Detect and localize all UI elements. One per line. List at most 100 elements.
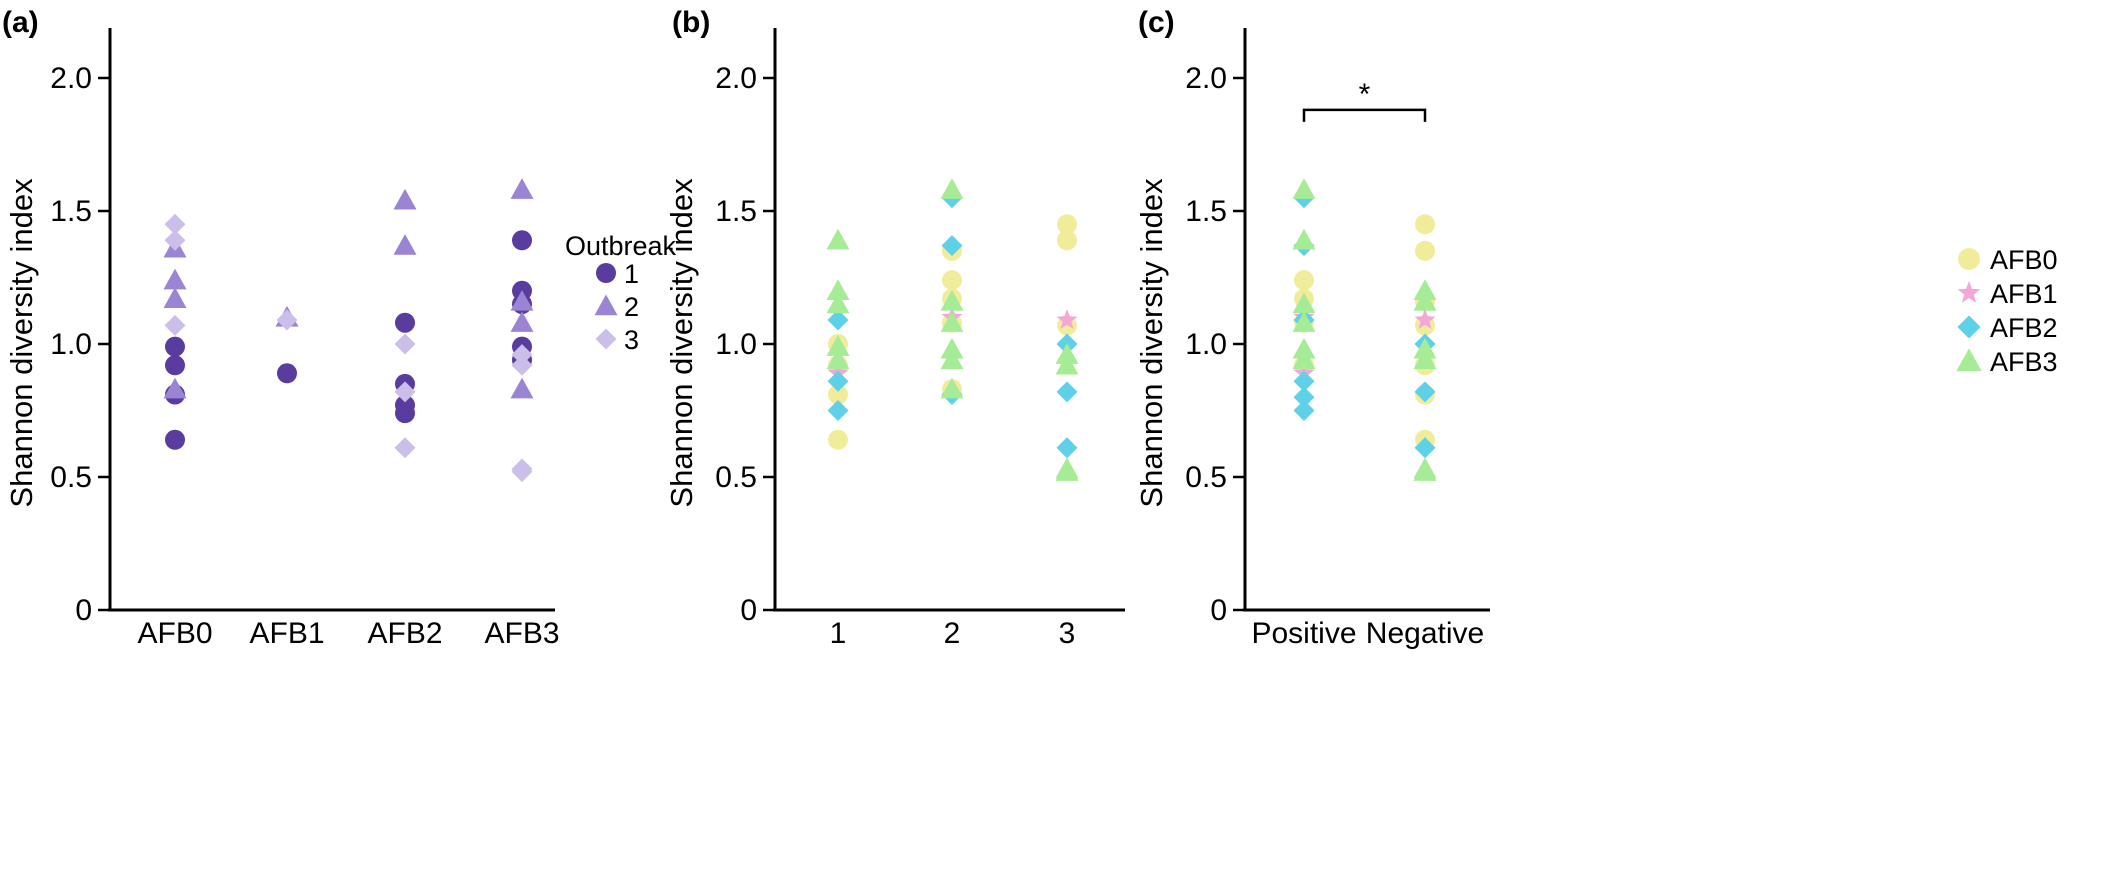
panel-a-x-labels: AFB0 AFB1 AFB2 AFB3 [137, 617, 559, 650]
panel-b-point-afb3-2-8 [940, 337, 964, 359]
panel-b-ytick-label-1-5: 1.5 [715, 195, 757, 228]
panel-c-ylabel: Shannon diversity index [1134, 178, 1169, 508]
panel-a-point-3-afb2-6 [394, 437, 416, 459]
panel-c-point-afb0-positive-0 [1294, 270, 1314, 291]
legend-a-label-3: 3 [624, 325, 639, 355]
legend-a-label-1: 1 [624, 259, 639, 289]
panel-a-points [163, 178, 534, 483]
panel-a-xlabel-afb0: AFB0 [137, 617, 212, 650]
panel-b-point-afb0-2-5 [942, 270, 962, 291]
panel-b-point-afb2-3-8 [1056, 437, 1078, 459]
panel-c-significance: * [1302, 78, 1427, 122]
panel-c-point-afb3-positive-4 [1292, 337, 1316, 359]
panel-a-point-2-afb0-3 [163, 377, 187, 399]
panel-b-points [826, 178, 1079, 481]
panel-a-point-3-afb1-3 [276, 309, 298, 331]
panel-c-point-afb3-positive-3 [1292, 311, 1316, 332]
panel-b-ytick-label-0-5: 0.5 [715, 461, 757, 494]
panel-a-xlabel-afb3: AFB3 [484, 617, 559, 650]
panel-b-ylabel: Shannon diversity index [664, 178, 699, 508]
legend-a-title: Outbreak [565, 231, 677, 261]
panel-a-xlabel-afb2: AFB2 [367, 617, 442, 650]
panel-a-point-3-afb0-1 [164, 229, 186, 251]
panel-b-x-labels: 1 2 3 [830, 617, 1076, 650]
panel-b-point-afb3-1-3 [826, 335, 850, 356]
panel-b-point-afb3-2-6 [940, 289, 964, 311]
panel-a-point-2-afb2-6 [393, 234, 417, 255]
panel-c-point-afb3-negative-8 [1413, 337, 1437, 359]
panel-a-point-3-afb3-8 [511, 354, 533, 376]
panel-a-point-1-afb0-1 [165, 355, 185, 376]
panel-a-point-3-afb0-2 [164, 314, 186, 336]
panel-a-point-1-afb3-9 [512, 230, 532, 251]
panel-b-point-afb2-1-2 [827, 400, 849, 421]
panel-c-point-afb3-negative-11 [1413, 460, 1437, 481]
panel-b-ytick-label-1-0: 1.0 [715, 328, 757, 361]
panel-c-point-afb3-positive-0 [1292, 178, 1316, 199]
panel-c-point-afb2-positive-4 [1293, 386, 1315, 408]
panel-c-y-ticks: 0 0.5 1.0 1.5 2.0 [1185, 62, 1245, 627]
panel-c-point-afb3-negative-7 [1413, 289, 1437, 311]
panel-a-point-3-afb3-10 [511, 461, 533, 483]
panel-a-point-1-afb1-4 [277, 363, 297, 384]
panel-b-point-afb3-1-0 [826, 228, 850, 250]
panel-b-xlabel-2: 2 [944, 617, 961, 650]
panel-b-point-afb3-2-5 [940, 178, 964, 199]
panel-c-xlabel-negative: Negative [1366, 617, 1484, 650]
panel-b-point-afb0-3-10 [1057, 230, 1077, 251]
panel-c-ytick-label-0-5: 0.5 [1185, 461, 1227, 494]
panel-a-point-3-afb0-0 [164, 213, 186, 235]
panel-a-point-3-afb2-4 [394, 333, 416, 355]
panel-c-point-afb2-negative-7 [1414, 381, 1436, 403]
panel-b-label: (b) [672, 6, 710, 39]
legend-c-marker-afb2 [1957, 315, 1981, 339]
panel-a-point-1-afb0-0 [165, 336, 185, 357]
significance-bracket [1302, 108, 1427, 122]
panel-b-point-afb3-1-1 [826, 279, 850, 300]
panel-c-points [1292, 178, 1437, 481]
panel-b-point-afb3-3-12 [1055, 353, 1079, 375]
panel-c-xlabel-positive: Positive [1251, 617, 1356, 650]
legend-a-marker-2 [594, 294, 618, 316]
panel-c-point-afb3-negative-6 [1413, 279, 1437, 300]
legend-c-marker-afb1 [1957, 281, 1981, 303]
panel-b-ytick-label-2-0: 2.0 [715, 62, 757, 95]
panel-b-point-afb1-3-2 [1056, 309, 1078, 329]
legend-c-label-afb2: AFB2 [1990, 313, 2058, 343]
panel-b-xlabel-3: 3 [1059, 617, 1076, 650]
panel-c-ytick-label-0: 0 [1210, 594, 1227, 627]
panel-c-point-afb3-negative-9 [1413, 348, 1437, 370]
panel-b-point-afb3-3-11 [1055, 343, 1079, 364]
panel-b-point-afb3-2-10 [940, 377, 964, 399]
panel-b-point-afb2-1-0 [827, 309, 849, 331]
panel-b-point-afb2-2-4 [941, 235, 963, 257]
panel-a-ytick-label-2-0: 2.0 [50, 62, 92, 95]
panel-c-point-afb0-negative-4 [1415, 214, 1435, 235]
panel-a-point-1-afb2-5 [395, 312, 415, 333]
legend-a-marker-1 [596, 263, 616, 283]
panel-a-xlabel-afb1: AFB1 [249, 617, 324, 650]
panel-a-point-2-afb3-10 [510, 377, 534, 399]
panel-b-point-afb3-2-9 [940, 348, 964, 370]
panel-b-point-afb3-3-14 [1055, 460, 1079, 481]
panel-a-ylabel: Shannon diversity index [4, 178, 39, 508]
panel-a-point-2-afb0-1 [163, 268, 187, 290]
panel-b-point-afb3-1-2 [826, 292, 850, 314]
panel-c-point-afb3-positive-5 [1292, 348, 1316, 370]
panel-b-point-afb2-1-1 [827, 370, 849, 392]
panel-c-ytick-label-1-5: 1.5 [1185, 195, 1227, 228]
panel-a-y-ticks: 0 0.5 1.0 1.5 2.0 [50, 62, 110, 627]
panel-c-point-afb2-negative-8 [1414, 437, 1436, 459]
panel-a-point-2-afb3-9 [510, 311, 534, 332]
panel-c-ytick-label-1-0: 1.0 [1185, 328, 1227, 361]
panel-c-point-afb0-negative-5 [1415, 240, 1435, 261]
panel-a-ytick-label-1-0: 1.0 [50, 328, 92, 361]
panel-c-label: (c) [1138, 6, 1175, 39]
significance-label: * [1359, 78, 1371, 111]
panel-c-x-labels: Positive Negative [1251, 617, 1484, 650]
panel-b-point-afb2-3-7 [1056, 381, 1078, 403]
panel-a-point-2-afb3-7 [510, 178, 534, 199]
panel-b-point-afb3-1-4 [826, 348, 850, 370]
legend-c-marker-afb0 [1958, 248, 1980, 270]
